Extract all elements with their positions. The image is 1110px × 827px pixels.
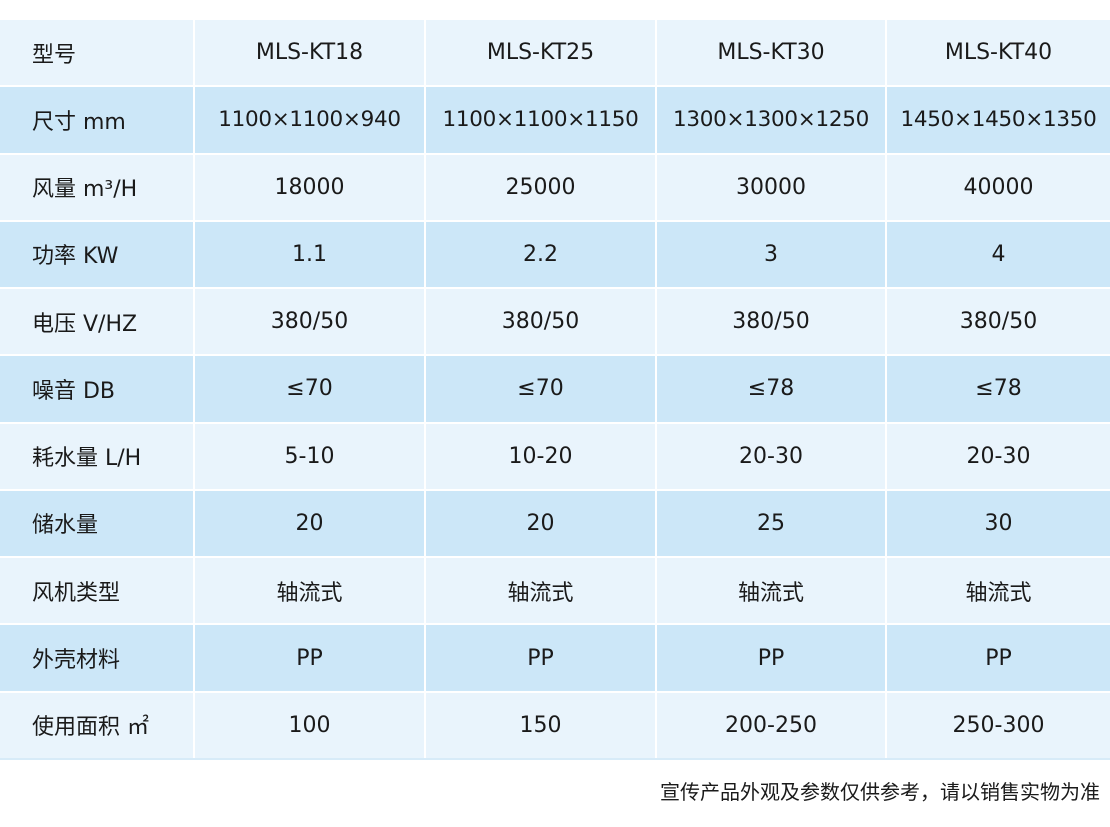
- table-cell: 4: [887, 221, 1110, 288]
- table-cell: 20-30: [657, 423, 887, 489]
- table-row-coverage-area: 使用面积 ㎡ 100 150 200-250 250-300: [0, 692, 1110, 760]
- table-cell: 20: [195, 490, 426, 557]
- table-row-voltage: 电压 V/HZ 380/50 380/50 380/50 380/50: [0, 289, 1110, 357]
- table-row-noise: 噪音 DB ≤70 ≤70 ≤78 ≤78: [0, 356, 1110, 424]
- table-cell: 380/50: [426, 289, 657, 355]
- row-label: 风机类型: [0, 558, 195, 624]
- row-label: 风量 m³/H: [0, 154, 195, 220]
- table-cell: MLS-KT30: [657, 20, 887, 86]
- table-cell: 40000: [887, 154, 1110, 220]
- table-cell: 1100×1100×1150: [426, 87, 657, 153]
- row-label: 电压 V/HZ: [0, 289, 195, 355]
- table-cell: 25000: [426, 154, 657, 220]
- table-cell: ≤70: [195, 356, 426, 422]
- table-cell: 10-20: [426, 423, 657, 489]
- table-cell: MLS-KT25: [426, 20, 657, 86]
- table-cell: 380/50: [195, 289, 426, 355]
- table-cell: 1450×1450×1350: [887, 87, 1110, 153]
- table-cell: 30: [887, 490, 1110, 557]
- table-cell: PP: [426, 625, 657, 691]
- table-cell: PP: [657, 625, 887, 691]
- table-row-fan-type: 风机类型 轴流式 轴流式 轴流式 轴流式: [0, 558, 1110, 626]
- row-label: 型号: [0, 20, 195, 86]
- row-label: 储水量: [0, 490, 195, 557]
- table-cell: MLS-KT18: [195, 20, 426, 86]
- table-cell: 100: [195, 692, 426, 758]
- table-cell: 380/50: [657, 289, 887, 355]
- table-row-airflow: 风量 m³/H 18000 25000 30000 40000: [0, 154, 1110, 222]
- table-cell: ≤78: [887, 356, 1110, 422]
- table-row-shell-material: 外壳材料 PP PP PP PP: [0, 625, 1110, 693]
- table-cell: 250-300: [887, 692, 1110, 758]
- row-label: 噪音 DB: [0, 356, 195, 422]
- disclaimer-note: 宣传产品外观及参数仅供参考，请以销售实物为准: [660, 780, 1100, 804]
- row-label: 耗水量 L/H: [0, 423, 195, 489]
- table-cell: 3: [657, 221, 887, 288]
- table-cell: 25: [657, 490, 887, 557]
- table-row-size: 尺寸 mm 1100×1100×940 1100×1100×1150 1300×…: [0, 87, 1110, 155]
- table-row-water-storage: 储水量 20 20 25 30: [0, 490, 1110, 559]
- table-cell: 380/50: [887, 289, 1110, 355]
- table-cell: 5-10: [195, 423, 426, 489]
- table-row-model: 型号 MLS-KT18 MLS-KT25 MLS-KT30 MLS-KT40: [0, 20, 1110, 88]
- table-cell: 1100×1100×940: [195, 87, 426, 153]
- table-cell: 轴流式: [887, 558, 1110, 624]
- table-cell: 2.2: [426, 221, 657, 288]
- table-cell: 200-250: [657, 692, 887, 758]
- table-bottom-divider: [0, 758, 1110, 760]
- row-label: 功率 KW: [0, 221, 195, 288]
- table-cell: ≤78: [657, 356, 887, 422]
- table-cell: 轴流式: [195, 558, 426, 624]
- table-row-water-consumption: 耗水量 L/H 5-10 10-20 20-30 20-30: [0, 423, 1110, 491]
- table-cell: 1300×1300×1250: [657, 87, 887, 153]
- table-cell: 30000: [657, 154, 887, 220]
- row-label: 外壳材料: [0, 625, 195, 691]
- table-cell: 轴流式: [426, 558, 657, 624]
- table-cell: 1.1: [195, 221, 426, 288]
- table-row-power: 功率 KW 1.1 2.2 3 4: [0, 221, 1110, 290]
- table-cell: 20-30: [887, 423, 1110, 489]
- table-cell: 轴流式: [657, 558, 887, 624]
- table-cell: 20: [426, 490, 657, 557]
- row-label: 尺寸 mm: [0, 87, 195, 153]
- spec-table: 型号 MLS-KT18 MLS-KT25 MLS-KT30 MLS-KT40 尺…: [0, 20, 1110, 760]
- table-cell: PP: [195, 625, 426, 691]
- table-cell: PP: [887, 625, 1110, 691]
- table-cell: ≤70: [426, 356, 657, 422]
- table-cell: 18000: [195, 154, 426, 220]
- row-label: 使用面积 ㎡: [0, 692, 195, 758]
- table-cell: 150: [426, 692, 657, 758]
- table-cell: MLS-KT40: [887, 20, 1110, 86]
